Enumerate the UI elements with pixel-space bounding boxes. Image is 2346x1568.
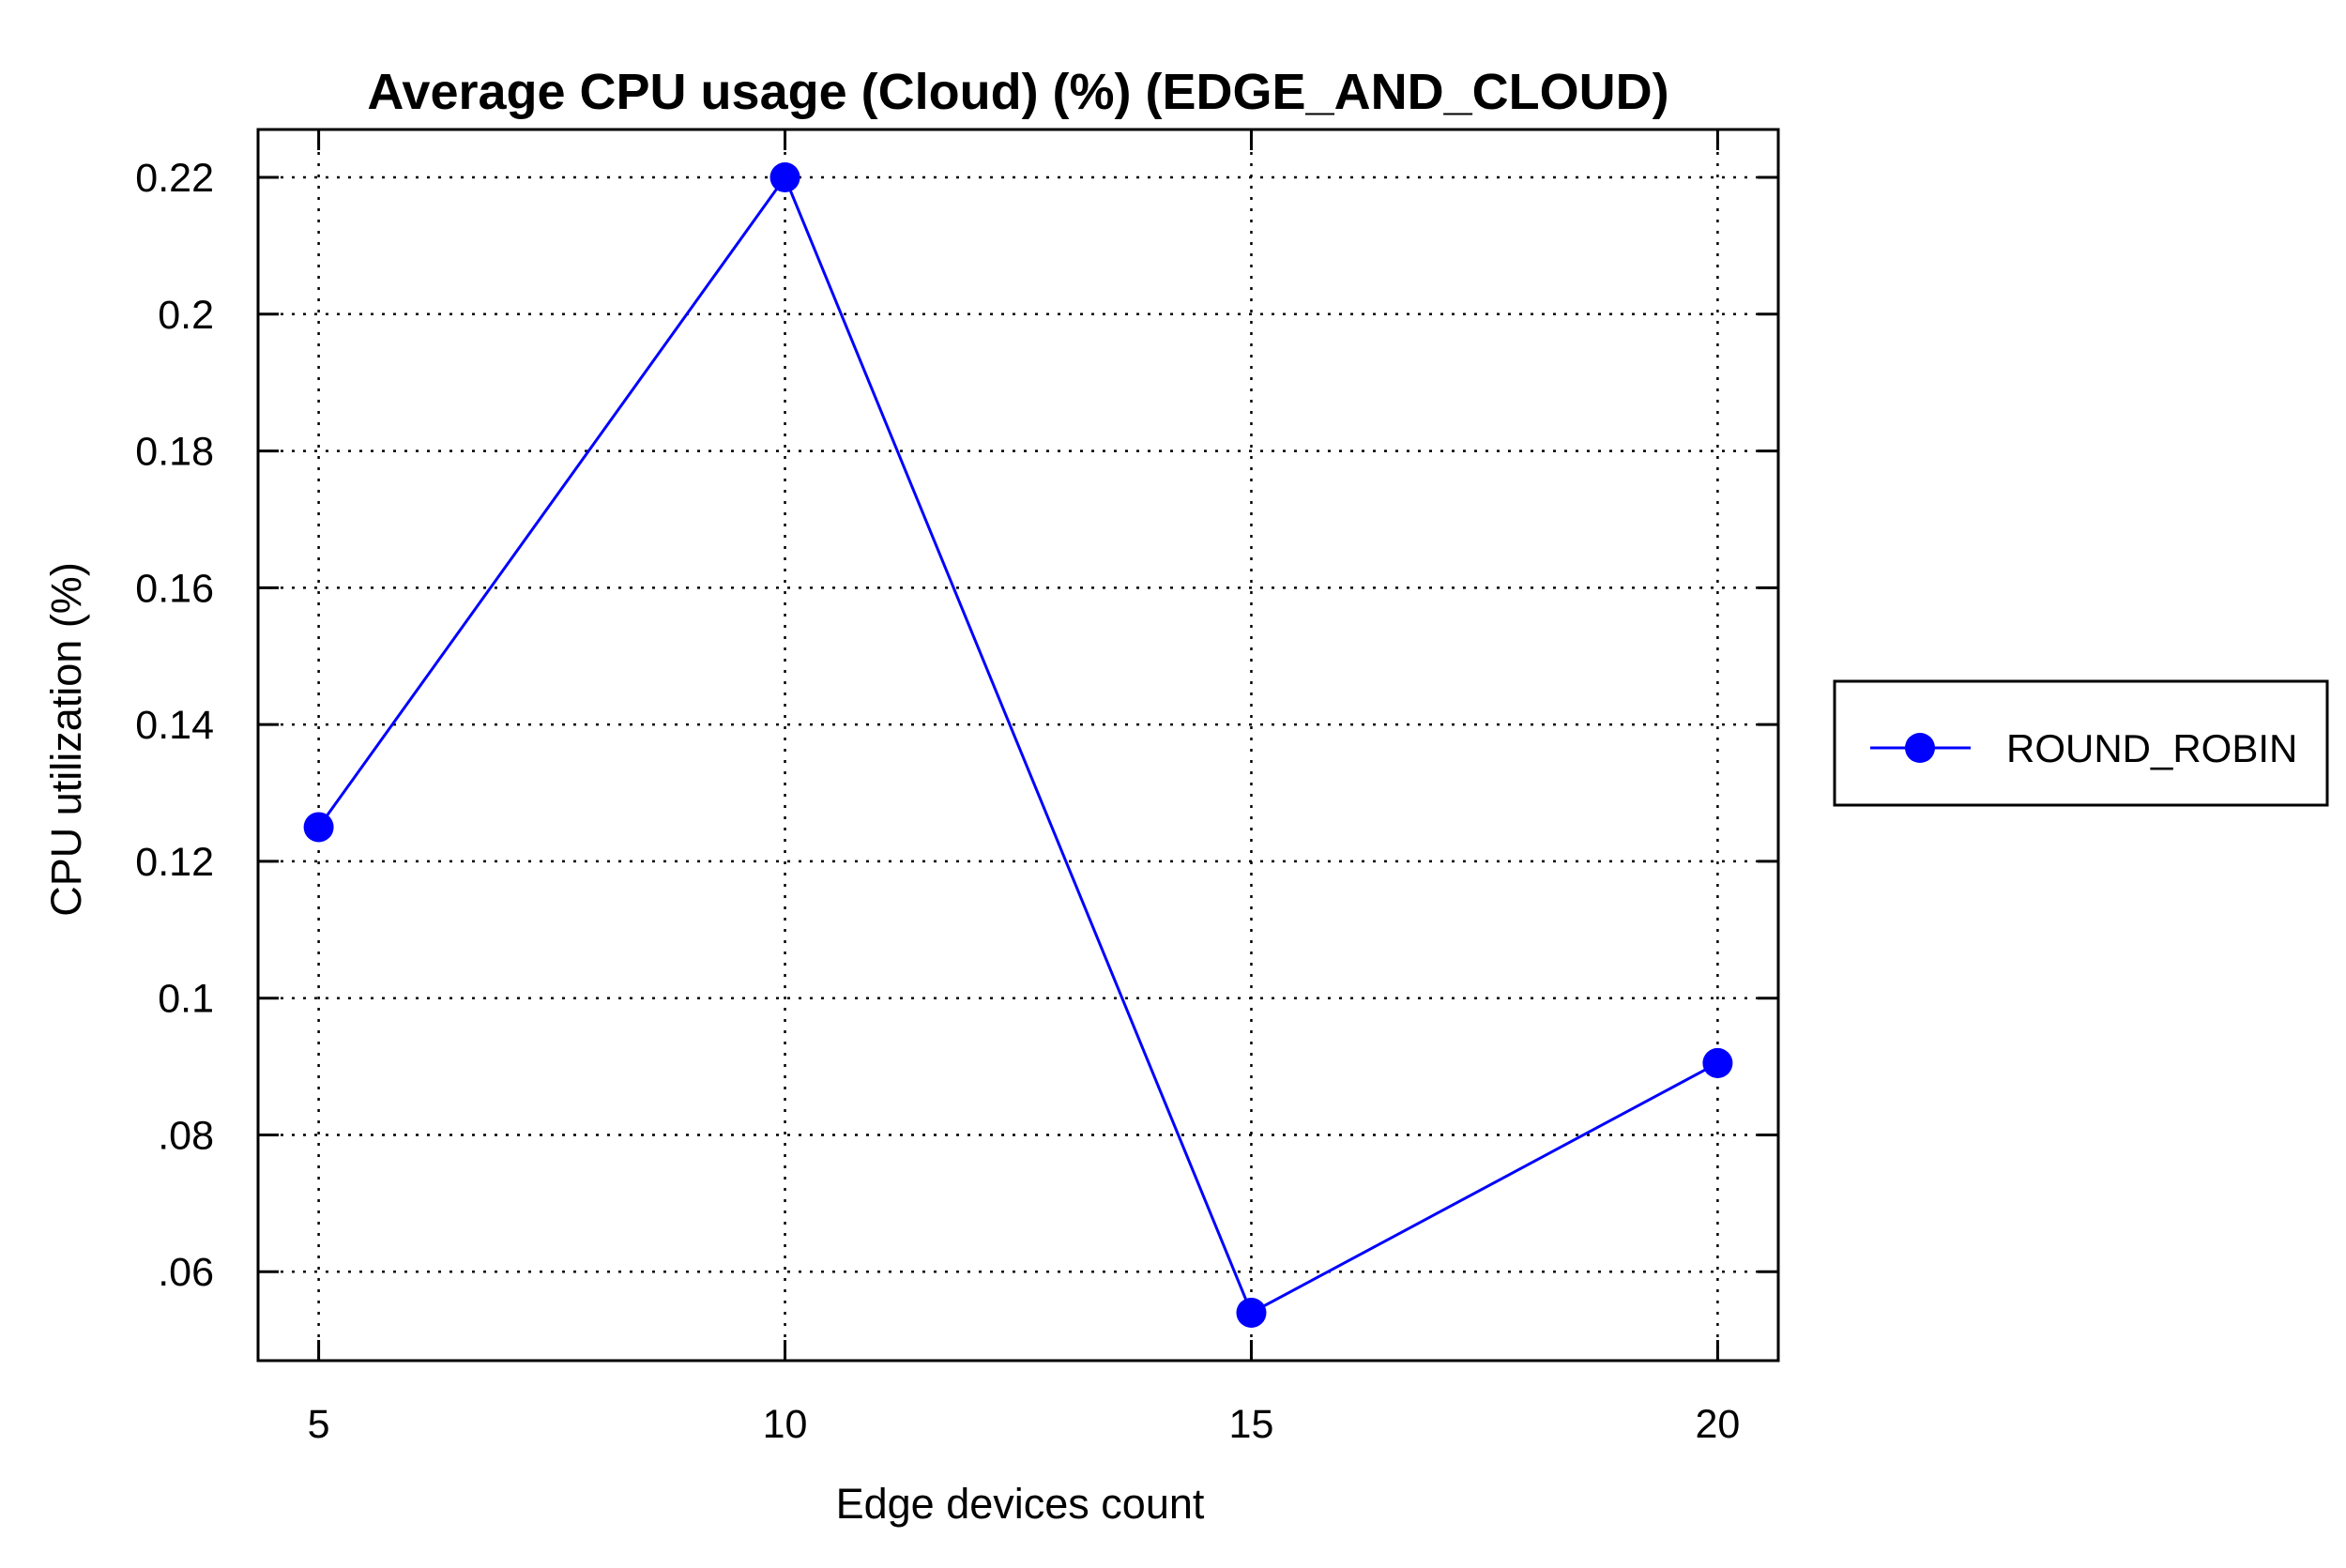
grid-lines [258,129,1778,1361]
data-point-x10 [769,162,800,193]
series-line-round-robin [317,175,1719,1315]
series-lines [317,175,1719,1315]
legend: ROUND_ROBIN [1833,679,2329,807]
y-tick-label: 0.2 [158,293,214,338]
x-axis-label: Edge devices count [836,1480,1205,1528]
x-tick-label: 20 [1695,1402,1740,1447]
data-point-x15 [1236,1297,1267,1328]
chart-title: Average CPU usage (Cloud) (%) (EDGE_AND_… [367,64,1668,120]
y-tick-label: 0.14 [135,703,214,748]
plot-area-frame [256,128,1780,1362]
legend-label-round-robin: ROUND_ROBIN [2006,726,2297,770]
y-axis-label: CPU utilization (%) [42,562,90,917]
x-tick-label: 10 [763,1402,808,1447]
y-tick-label: .06 [158,1250,214,1295]
x-axis-tick-labels: 5 10 15 20 [308,1402,1741,1447]
y-tick-label: 0.22 [135,156,214,201]
y-tick-label: 0.18 [135,430,214,475]
y-axis-tick-labels: .06 .08 0.1 0.12 0.14 0.16 0.18 0.2 0.22 [135,156,214,1295]
tick-marks [258,129,1778,1361]
legend-marker-round-robin [1905,733,1935,763]
x-tick-label: 5 [308,1402,330,1447]
y-tick-label: .08 [158,1113,214,1158]
y-tick-label: 0.16 [135,566,214,611]
data-point-x5 [303,812,334,843]
y-tick-label: 0.1 [158,977,214,1022]
y-tick-label: 0.12 [135,840,214,885]
series-points [303,162,1733,1328]
data-point-x20 [1702,1047,1733,1078]
x-tick-label: 15 [1229,1402,1274,1447]
